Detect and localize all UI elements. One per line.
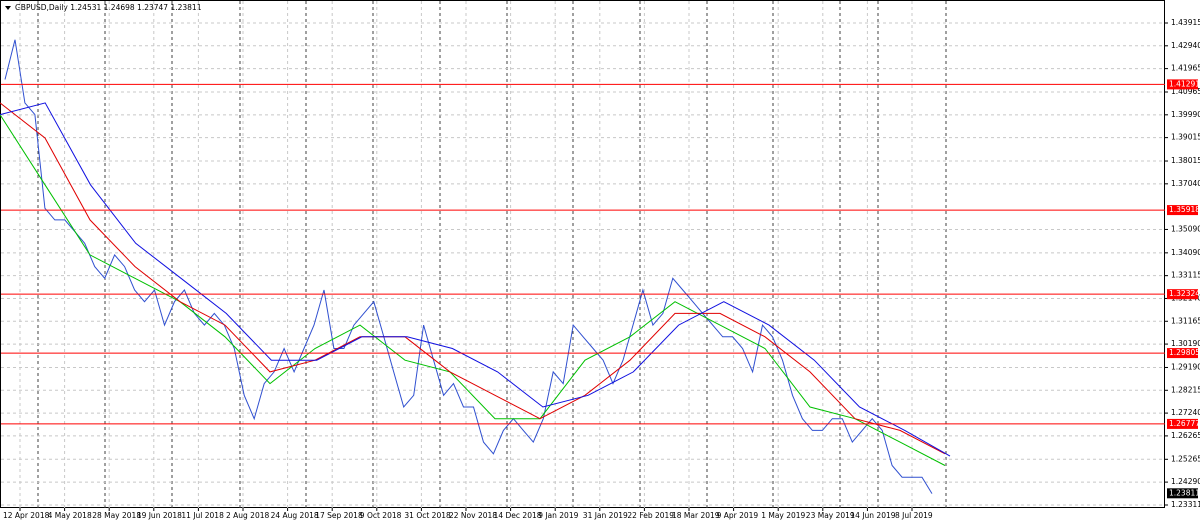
x-tick-label: 31 Jan 2019 (583, 511, 628, 520)
current-price-label: 1.23811 (1169, 488, 1200, 497)
x-tick-label: 23 May 2019 (806, 511, 855, 520)
y-tick-label: 1.40965 (1171, 87, 1200, 96)
y-tick-label: 1.39990 (1171, 110, 1200, 119)
x-tick-label: 9 Oct 2018 (360, 511, 402, 520)
y-tick-label: 1.34090 (1171, 248, 1200, 257)
level-label-box (1167, 418, 1198, 429)
x-tick-label: 12 Apr 2018 (3, 511, 50, 520)
y-tick-label: 1.24290 (1171, 477, 1200, 486)
y-tick-label: 1.29190 (1171, 362, 1200, 371)
x-tick-label: 28 May 2018 (92, 511, 141, 520)
moving-average (0, 102, 946, 455)
y-tick-label: 1.35090 (1171, 224, 1200, 233)
x-tick-label: 9 Apr 2019 (717, 511, 759, 520)
plot-frame (0, 0, 1165, 508)
y-tick-label: 1.31165 (1171, 316, 1200, 325)
y-tick-label: 1.26265 (1171, 431, 1200, 440)
x-tick-label: 19 Jun 2018 (137, 511, 182, 520)
level-label: 1.29805 (1169, 348, 1200, 357)
level-label-box (1167, 205, 1198, 216)
menu-arrow[interactable] (5, 6, 11, 10)
x-tick-label: 22 Feb 2019 (627, 511, 674, 520)
y-tick-label: 1.42940 (1171, 41, 1200, 50)
chart-title: GBPUSD,Daily 1.24531 1.24698 1.23747 1.2… (15, 3, 202, 12)
current-price-box (1167, 488, 1198, 499)
level-label-box (1167, 348, 1198, 359)
level-label-box (1167, 289, 1198, 300)
x-tick-label: 17 Sep 2018 (315, 511, 363, 520)
x-tick-label: 24 Aug 2018 (271, 511, 319, 520)
x-tick-label: 9 Jan 2019 (538, 511, 578, 520)
x-tick-label: 31 Oct 2018 (404, 511, 451, 520)
moving-average (0, 102, 951, 457)
x-tick-label: 1 May 2019 (761, 511, 805, 520)
price-line (4, 39, 933, 494)
y-tick-label: 1.33115 (1171, 271, 1200, 280)
x-tick-label: 14 Dec 2018 (494, 511, 542, 520)
x-tick-label: 8 Jul 2019 (895, 511, 933, 520)
y-tick-label: 1.23311 (1171, 500, 1200, 509)
y-tick-label: 1.37040 (1171, 179, 1200, 188)
y-tick-label: 1.30190 (1171, 339, 1200, 348)
y-tick-label: 1.41965 (1171, 64, 1200, 73)
level-label: 1.26777 (1169, 419, 1200, 428)
x-tick-label: 22 Nov 2018 (449, 511, 497, 520)
y-tick-label: 1.27240 (1171, 408, 1200, 417)
moving-average (0, 114, 946, 466)
level-label: 1.35918 (1169, 205, 1200, 214)
y-tick-label: 1.38015 (1171, 156, 1200, 165)
y-tick-label: 1.39015 (1171, 133, 1200, 142)
y-tick-label: 1.25265 (1171, 454, 1200, 463)
y-tick-label: 1.28215 (1171, 385, 1200, 394)
x-tick-label: 14 Jun 2019 (850, 511, 895, 520)
level-label: 1.41291 (1169, 79, 1200, 88)
x-tick-label: 11 Jul 2018 (181, 511, 224, 520)
y-tick-label: 1.43915 (1171, 18, 1200, 27)
level-label: 1.32324 (1169, 289, 1200, 298)
x-tick-label: 18 Mar 2019 (672, 511, 720, 520)
x-tick-label: 4 May 2018 (48, 511, 92, 520)
level-label-box (1167, 79, 1198, 90)
x-tick-label: 2 Aug 2018 (226, 511, 269, 520)
